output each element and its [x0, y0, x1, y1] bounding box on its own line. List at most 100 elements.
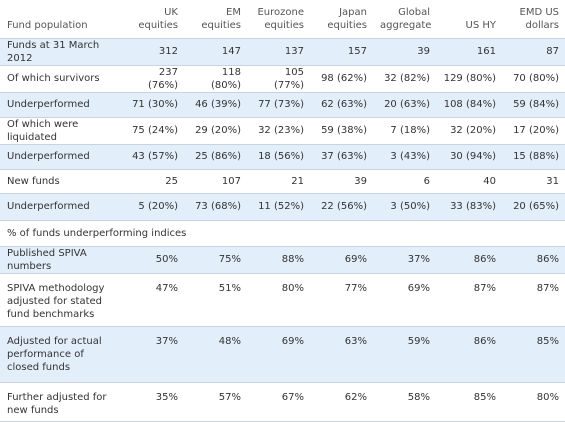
table-cell: 86% [436, 326, 502, 383]
table-cell: 3 (50%) [373, 193, 436, 221]
table-cell: 88% [247, 246, 310, 274]
row-label: Underperformed [0, 193, 121, 221]
row-label: New funds [0, 169, 121, 194]
table-cell: 15 (88%) [502, 144, 565, 170]
table-cell: 67% [247, 382, 310, 422]
table-cell: 77 (73%) [247, 92, 310, 118]
table-cell: 75 (24%) [121, 117, 184, 145]
table-cell: 59 (38%) [310, 117, 373, 145]
table-row: Adjusted for actual performance of close… [0, 326, 565, 383]
table-cell: 20 (63%) [373, 92, 436, 118]
table-cell: 48% [184, 326, 247, 383]
row-label: Further adjusted for new funds [0, 382, 121, 422]
table-cell: 63% [310, 326, 373, 383]
table-cell: 58% [373, 382, 436, 422]
table-cell: 35% [121, 382, 184, 422]
table-cell: 69% [373, 273, 436, 327]
table-cell: 21 [247, 169, 310, 194]
row-label: Of which were liquidated [0, 117, 121, 145]
table-cell: 50% [121, 246, 184, 274]
table-cell: 80% [502, 382, 565, 422]
table-row: Further adjusted for new funds 35% 57% 67% 6… [0, 382, 565, 422]
col-header: EMD US dollars [502, 0, 565, 39]
row-label: Funds at 31 March 2012 [0, 38, 121, 66]
table-cell: 62% [310, 382, 373, 422]
table-cell: 11 (52%) [247, 193, 310, 221]
table-cell: 157 [310, 38, 373, 66]
table-cell: 161 [436, 38, 502, 66]
table-cell: 86% [436, 246, 502, 274]
table-cell: 87% [436, 273, 502, 327]
table-cell: 312 [121, 38, 184, 66]
section-row: % of funds underperforming indices [0, 220, 565, 247]
row-label: Of which survivors [0, 65, 121, 93]
table-row: New funds 25 107 21 39 6 40 31 [0, 169, 565, 194]
table-cell: 18 (56%) [247, 144, 310, 170]
table-cell: 20 (65%) [502, 193, 565, 221]
table-cell: 147 [184, 38, 247, 66]
table-cell: 129 (80%) [436, 65, 502, 93]
row-label: Underperformed [0, 92, 121, 118]
section-title: % of funds underperforming indices [0, 220, 565, 247]
table-cell: 29 (20%) [184, 117, 247, 145]
table-row: Published SPIVA numbers 50% 75% 88% 69% 37% 86… [0, 246, 565, 274]
table-cell: 86% [502, 246, 565, 274]
col-header: UK equities [121, 0, 184, 39]
table-cell: 85% [436, 382, 502, 422]
row-label: Published SPIVA numbers [0, 246, 121, 274]
row-label: Underperformed [0, 144, 121, 170]
table-cell: 22 (56%) [310, 193, 373, 221]
table-cell: 3 (43%) [373, 144, 436, 170]
table-cell: 57% [184, 382, 247, 422]
table-cell: 32 (82%) [373, 65, 436, 93]
table-cell: 39 [310, 169, 373, 194]
table-cell: 62 (63%) [310, 92, 373, 118]
table-cell: 77% [310, 273, 373, 327]
table-cell: 69% [310, 246, 373, 274]
table-cell: 7 (18%) [373, 117, 436, 145]
table-cell: 237 (76%) [121, 65, 184, 93]
table-cell: 59 (84%) [502, 92, 565, 118]
table-cell: 75% [184, 246, 247, 274]
table-cell: 70 (80%) [502, 65, 565, 93]
table-cell: 98 (62%) [310, 65, 373, 93]
table-cell: 32 (23%) [247, 117, 310, 145]
table-row: Underperformed 71 (30%) 46 (39%) 77 (73%) 62… [0, 92, 565, 118]
table-cell: 40 [436, 169, 502, 194]
table-row: Of which survivors 237 (76%) 118 (80%) 105 … [0, 65, 565, 93]
row-label: SPIVA methodology adjusted for stated fu… [0, 273, 121, 327]
table-cell: 85% [502, 326, 565, 383]
table-cell: 37 (63%) [310, 144, 373, 170]
table-cell: 69% [247, 326, 310, 383]
table-cell: 137 [247, 38, 310, 66]
header-label: Fund population [0, 0, 121, 39]
table-cell: 107 [184, 169, 247, 194]
table-cell: 39 [373, 38, 436, 66]
table-cell: 37% [121, 326, 184, 383]
table-cell: 43 (57%) [121, 144, 184, 170]
table-cell: 30 (94%) [436, 144, 502, 170]
table-cell: 108 (84%) [436, 92, 502, 118]
table-cell: 118 (80%) [184, 65, 247, 93]
table-cell: 87% [502, 273, 565, 327]
row-label: Adjusted for actual performance of close… [0, 326, 121, 383]
table-row: SPIVA methodology adjusted for stated fu… [0, 273, 565, 327]
table-cell: 73 (68%) [184, 193, 247, 221]
table-cell: 47% [121, 273, 184, 327]
table-cell: 105 (77%) [247, 65, 310, 93]
table-row: Underperformed 5 (20%) 73 (68%) 11 (52%) 22 … [0, 193, 565, 221]
table-cell: 71 (30%) [121, 92, 184, 118]
table-cell: 37% [373, 246, 436, 274]
table-cell: 59% [373, 326, 436, 383]
col-header: Eurozone equities [247, 0, 310, 39]
col-header: Japan equities [310, 0, 373, 39]
table-cell: 25 [121, 169, 184, 194]
col-header: US HY [436, 0, 502, 39]
table-cell: 17 (20%) [502, 117, 565, 145]
table-cell: 80% [247, 273, 310, 327]
table-cell: 51% [184, 273, 247, 327]
table-cell: 5 (20%) [121, 193, 184, 221]
col-header: EM equities [184, 0, 247, 39]
table-cell: 33 (83%) [436, 193, 502, 221]
